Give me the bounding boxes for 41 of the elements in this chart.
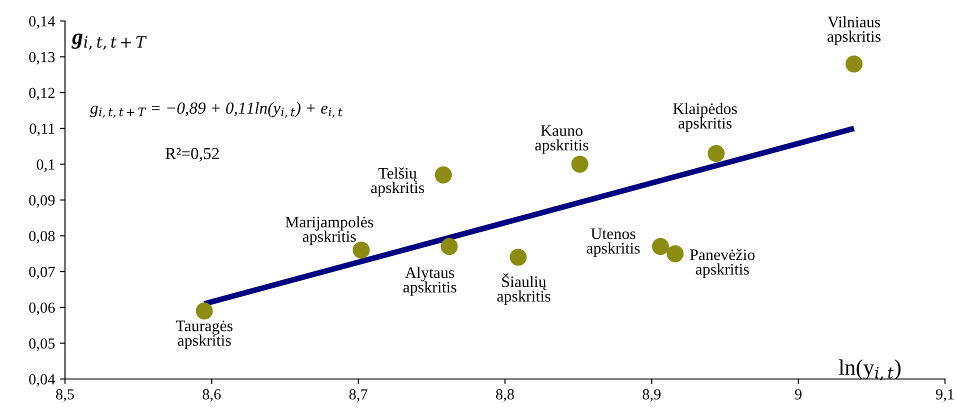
y-tick-label: 0,13 <box>29 52 55 64</box>
annotation: Kauno apskritis <box>535 125 588 154</box>
y-tick-label: 0,12 <box>29 88 54 100</box>
y-tick-label: 0,05 <box>29 338 55 351</box>
y-tick-label: 0,14 <box>29 16 56 29</box>
point <box>434 166 452 184</box>
x-tick-label: 8,9 <box>642 389 661 402</box>
x-axis-title: ln(y$_{i,t}$) <box>838 359 901 380</box>
y-tick-label: 0,08 <box>29 230 55 244</box>
point <box>666 245 684 262</box>
annotation: Vilniaus apskritis <box>828 16 881 46</box>
annotation: Tauragės apskritis <box>176 320 232 350</box>
annotation: Panevėžio apskritis <box>690 248 755 278</box>
annotation: Telšių apskritis <box>371 167 424 196</box>
point <box>652 238 669 256</box>
point <box>440 238 458 256</box>
y-axis-title: g$_{i,t,t+T}$ <box>72 34 147 50</box>
point <box>846 55 863 72</box>
x-tick-label: 8,8 <box>496 389 514 402</box>
point <box>571 156 588 173</box>
x-tick-label: 8,5 <box>56 389 74 402</box>
point <box>708 144 725 162</box>
point <box>510 248 527 266</box>
y-tick-label: 0,07 <box>29 266 55 280</box>
annotation: Šiaulių apskritis <box>497 273 550 305</box>
y-tick-label: 0,06 <box>29 302 55 316</box>
annotation: Alytaus apskritis <box>403 266 456 296</box>
x-tick-label: 9,1 <box>936 389 954 402</box>
x-tick-label: 8,6 <box>202 389 221 402</box>
y-tick-label: 0,09 <box>29 195 55 208</box>
annotation: Utenos apskritis <box>586 228 640 257</box>
annotation: Marijampolės apskritis <box>285 216 374 246</box>
y-tick-label: 0,11 <box>30 124 54 136</box>
x-tick-label: 9 <box>795 389 802 400</box>
point <box>196 302 213 320</box>
x-tick-label: 8,7 <box>349 389 368 402</box>
y-tick-label: 0,04 <box>29 374 56 387</box>
annotation: Klaipėdos apskritis <box>673 102 737 132</box>
annotation: R²=0,52 <box>165 148 219 162</box>
annotation: g$_{i,t,t+T}$ = −0,89 + 0,11ln(y$_{i,t}$) + e$_{i,t}$ <box>90 102 342 118</box>
y-tick-label: 0,1 <box>36 159 54 172</box>
